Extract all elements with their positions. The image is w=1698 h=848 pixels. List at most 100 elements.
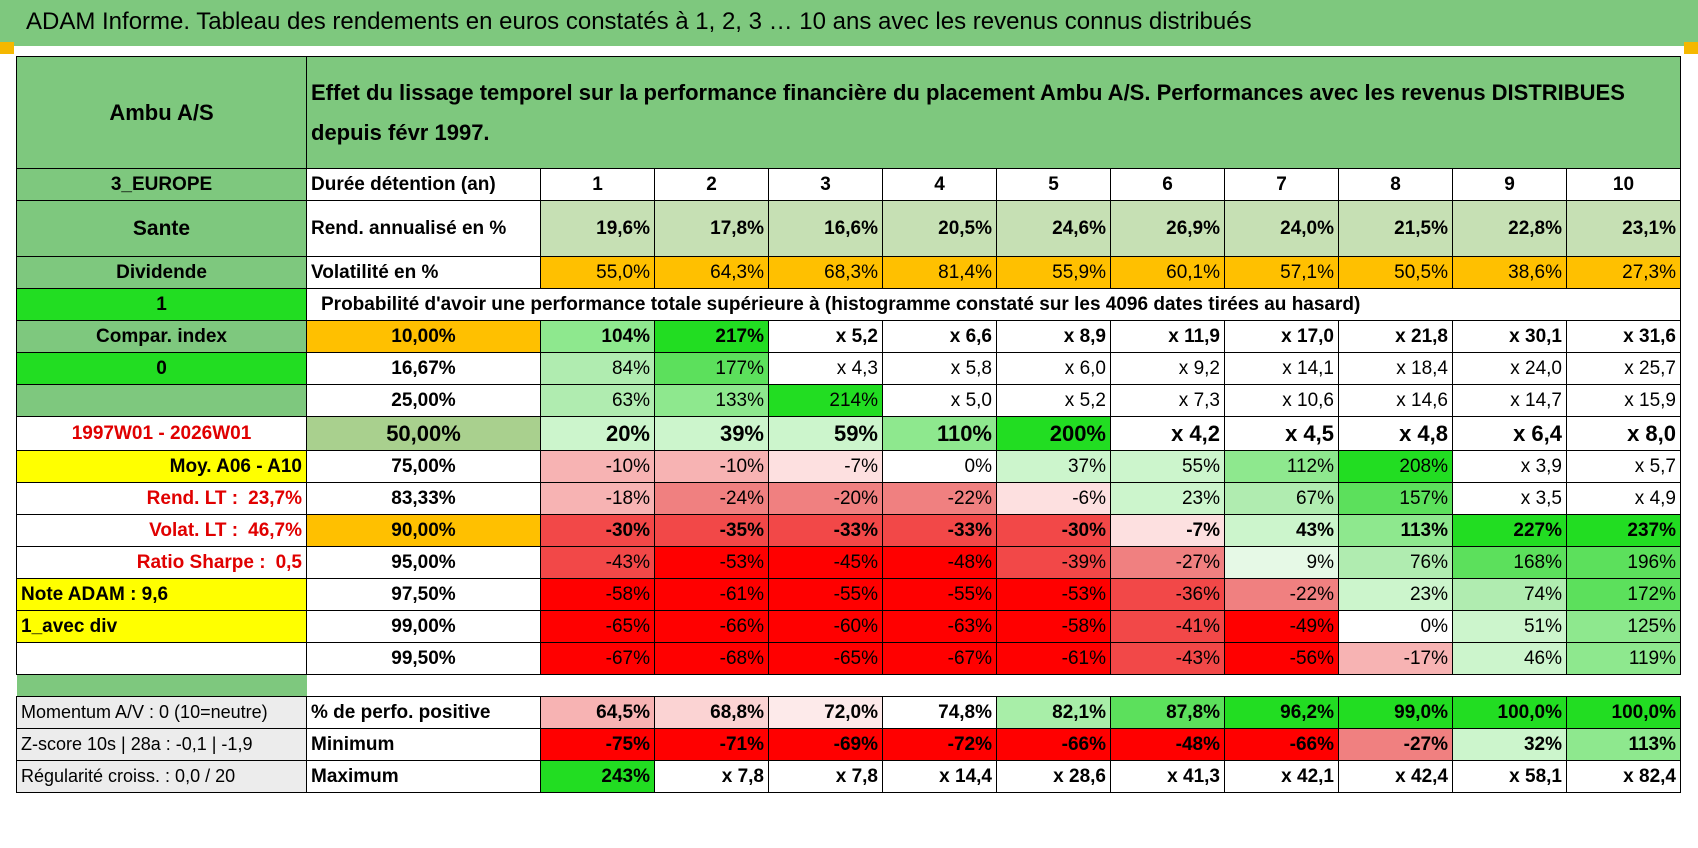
quantile-value: x 6,0 xyxy=(996,352,1111,385)
quantile-value: 76% xyxy=(1338,546,1453,579)
rend-value: 24,0% xyxy=(1224,200,1339,257)
left-marker xyxy=(0,42,14,54)
quantile-value: -33% xyxy=(768,514,883,547)
quantile-value: x 30,1 xyxy=(1452,320,1567,353)
quantile-value: -10% xyxy=(540,450,655,483)
quantile-value: -61% xyxy=(654,578,769,611)
quantile-threshold: 16,67% xyxy=(306,352,541,385)
summary-row: Momentum A/V : 0 (10=neutre)% de perfo. … xyxy=(16,696,1681,729)
left-metric-value: 0,5 xyxy=(275,551,302,573)
summary-value: -66% xyxy=(996,728,1111,761)
quantile-value: 217% xyxy=(654,320,769,353)
quantile-value: -22% xyxy=(882,482,997,515)
quantile-value: -7% xyxy=(1110,514,1225,547)
summary-row: Régularité croiss. : 0,0 / 20 Maximum 243%… xyxy=(16,760,1681,793)
quantile-value: x 4,3 xyxy=(768,352,883,385)
summary-value: 72,0% xyxy=(768,696,883,729)
quantile-value: x 15,9 xyxy=(1566,384,1681,417)
summary-value: 82,1% xyxy=(996,696,1111,729)
quantile-row: Rend. LT : 23,7% 83,33% -18% -24% -20% -22% -6%… xyxy=(16,482,1681,515)
left-label-flag0: 0 xyxy=(16,352,307,385)
quantile-value: -45% xyxy=(768,546,883,579)
left-label-div-mode: 1_avec div xyxy=(16,610,307,643)
quantile-row: Compar. index 10,00% 104% 217% x 5,2 x 6,6 x 8… xyxy=(16,320,1681,353)
rend-value: 19,6% xyxy=(540,200,655,257)
quantile-value: 110% xyxy=(882,416,997,451)
quantile-value: x 14,7 xyxy=(1452,384,1567,417)
quantile-value: x 25,7 xyxy=(1566,352,1681,385)
quantile-value: 20% xyxy=(540,416,655,451)
quantile-value: x 4,9 xyxy=(1566,482,1681,515)
sector-label: Sante xyxy=(16,200,307,257)
quantile-value: -6% xyxy=(996,482,1111,515)
summary-left-label: Momentum A/V : 0 (10=neutre) xyxy=(16,696,307,729)
rend-value: 24,6% xyxy=(996,200,1111,257)
quantile-value: 0% xyxy=(1338,610,1453,643)
quantile-threshold: 75,00% xyxy=(306,450,541,483)
vol-value: 50,5% xyxy=(1338,256,1453,289)
left-label-compar: Compar. index xyxy=(16,320,307,353)
quantile-row: Note ADAM : 9,6 97,50% -58% -61% -55% -55% -53… xyxy=(16,578,1681,611)
quantile-row: 25,00% 63% 133% 214% x 5,0 x 5,2 x 7,3 x 10,6 x … xyxy=(16,384,1681,417)
quantile-value: 113% xyxy=(1338,514,1453,547)
quantile-value: 74% xyxy=(1452,578,1567,611)
quantile-value: -18% xyxy=(540,482,655,515)
year-header: 6 xyxy=(1110,168,1225,201)
quantile-value: -68% xyxy=(654,642,769,675)
quantile-value: -10% xyxy=(654,450,769,483)
quantile-threshold: 90,00% xyxy=(306,514,541,547)
quantile-value: x 8,9 xyxy=(996,320,1111,353)
vol-value: 81,4% xyxy=(882,256,997,289)
summary-value: x 41,3 xyxy=(1110,760,1225,793)
summary-value: 64,5% xyxy=(540,696,655,729)
vol-value: 57,1% xyxy=(1224,256,1339,289)
quantile-value: x 5,2 xyxy=(996,384,1111,417)
quantile-value: -65% xyxy=(768,642,883,675)
left-metric-value: 46,7% xyxy=(248,519,302,541)
quantile-row: Volat. LT :46,7% 90,00% -30% -35% -33% -33% -3… xyxy=(16,514,1681,547)
flag-one: 1 xyxy=(16,288,307,321)
quantile-value: -30% xyxy=(540,514,655,547)
quantile-value: -41% xyxy=(1110,610,1225,643)
quantile-value: -20% xyxy=(768,482,883,515)
quantile-value: 9% xyxy=(1224,546,1339,579)
quantile-value: 172% xyxy=(1566,578,1681,611)
quantile-value: 59% xyxy=(768,416,883,451)
quantile-value: -22% xyxy=(1224,578,1339,611)
quantile-value: -36% xyxy=(1110,578,1225,611)
title-bar: ADAM Informe. Tableau des rendements en … xyxy=(0,0,1698,46)
title-gap xyxy=(0,46,1698,56)
quantile-value: -53% xyxy=(654,546,769,579)
left-empty-cell xyxy=(16,642,307,675)
vol-value: 60,1% xyxy=(1110,256,1225,289)
performance-table: Ambu A/S Effet du lissage temporel sur l… xyxy=(16,56,1681,793)
quantile-threshold: 99,00% xyxy=(306,610,541,643)
summary-value: x 28,6 xyxy=(996,760,1111,793)
quantile-value: 23% xyxy=(1338,578,1453,611)
quantile-row: 0 16,67% 84% 177% x 4,3 x 5,8 x 6,0 x 9,2 x 14,1… xyxy=(16,352,1681,385)
quantile-row: 1997W01 - 2026W01 50,00% 20% 39% 59% 110% 200%… xyxy=(16,416,1681,451)
quantile-row: Ratio Sharpe :0,5 95,00% -43% -53% -45% -48% -… xyxy=(16,546,1681,579)
left-label-period: 1997W01 - 2026W01 xyxy=(16,416,307,451)
summary-value: -69% xyxy=(768,728,883,761)
quantile-value: x 5,0 xyxy=(882,384,997,417)
quantile-value: x 31,6 xyxy=(1566,320,1681,353)
summary-left-label: Z-score 10s | 28a : -0,1 | -1,9 xyxy=(16,728,307,761)
region-label: 3_EUROPE xyxy=(16,168,307,201)
quantile-value: -60% xyxy=(768,610,883,643)
quantile-value: 63% xyxy=(540,384,655,417)
quantile-value: x 4,2 xyxy=(1110,416,1225,451)
quantile-value: -58% xyxy=(540,578,655,611)
quantile-value: 84% xyxy=(540,352,655,385)
quantile-value: x 24,0 xyxy=(1452,352,1567,385)
quantile-value: x 7,3 xyxy=(1110,384,1225,417)
separator-cell xyxy=(306,674,1681,697)
summary-label: % de perfo. positive xyxy=(306,696,541,729)
quantile-threshold: 50,00% xyxy=(306,416,541,451)
quantile-value: 125% xyxy=(1566,610,1681,643)
quantile-value: 67% xyxy=(1224,482,1339,515)
quantile-value: x 8,0 xyxy=(1566,416,1681,451)
summary-value: 100,0% xyxy=(1566,696,1681,729)
quantile-value: 23% xyxy=(1110,482,1225,515)
quantile-value: x 9,2 xyxy=(1110,352,1225,385)
